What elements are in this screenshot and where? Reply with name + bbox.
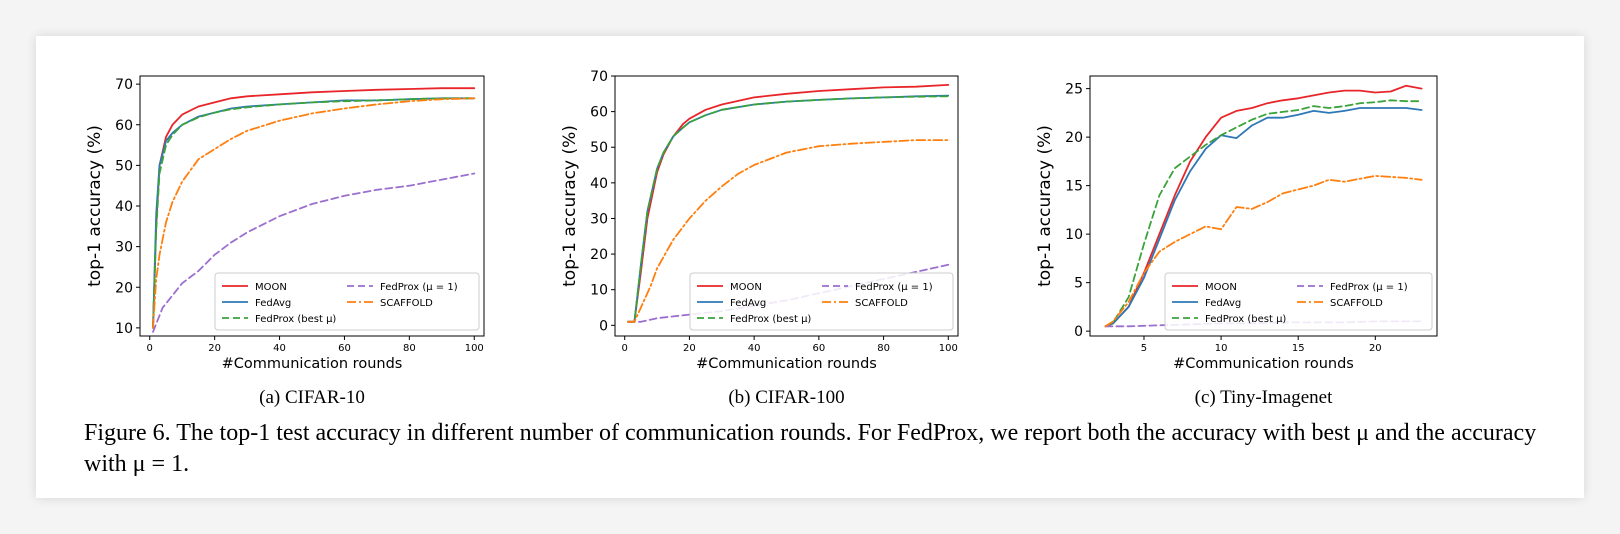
legend-label: FedAvg (730, 298, 766, 309)
legend-label: MOON (255, 282, 287, 293)
x-tick-label: 100 (939, 343, 958, 354)
y-tick-label: 40 (115, 199, 133, 215)
legend-label: MOON (1205, 282, 1237, 293)
subcaption: (a) CIFAR-10 (259, 387, 365, 408)
x-tick-label: 15 (1292, 343, 1305, 354)
series-line (152, 97, 476, 329)
x-tick-label: 20 (208, 343, 221, 354)
x-axis-label: #Communication rounds (696, 356, 877, 372)
y-tick-label: 10 (115, 321, 133, 337)
legend-box (689, 272, 954, 331)
x-tick-label: 60 (812, 343, 825, 354)
x-axis-label: #Communication rounds (222, 356, 403, 372)
y-axis-label: top-1 accuracy (%) (1035, 125, 1055, 287)
y-tick-label: 50 (590, 140, 608, 156)
legend-label: FedProx (best μ) (255, 314, 336, 325)
x-tick-label: 60 (338, 343, 351, 354)
y-tick-label: 40 (590, 176, 608, 192)
y-axis-label: top-1 accuracy (%) (560, 125, 580, 287)
y-tick-label: 20 (590, 247, 608, 263)
legend-label: FedAvg (255, 298, 291, 309)
chart-panel-1: 0 20 40 60 80 100 10 20 30 40 50 60 70 #Communication… (85, 75, 485, 408)
x-tick-label: 80 (877, 343, 890, 354)
series-line (1104, 174, 1423, 328)
y-tick-label: 70 (590, 69, 608, 85)
series-line (1104, 107, 1423, 328)
plot-frame (1089, 75, 1438, 337)
legend-label: FedProx (μ = 1) (855, 282, 933, 293)
legend-label: SCAFFOLD (855, 298, 908, 309)
x-tick-label: 40 (273, 343, 286, 354)
x-tick-label: 0 (622, 343, 628, 354)
y-tick-label: 70 (115, 77, 133, 93)
y-tick-label: 20 (115, 280, 133, 296)
subcaption: (c) Tiny-Imagenet (1195, 387, 1333, 408)
x-tick-label: 10 (1215, 343, 1228, 354)
y-tick-label: 10 (1065, 227, 1083, 243)
plot-frame (614, 75, 959, 337)
series-line (152, 172, 476, 333)
x-tick-label: 20 (1369, 343, 1382, 354)
y-tick-label: 10 (590, 283, 608, 299)
legend-label: SCAFFOLD (380, 298, 433, 309)
series-line (627, 95, 950, 323)
chart-legend: MOON FedAvg FedProx (best μ) FedProx (μ = 1… (1164, 272, 1433, 331)
y-tick-label: 60 (590, 105, 608, 121)
chart-panel-2: 0 20 40 60 80 100 0 10 20 30 40 50 60 70 #Communicatio… (560, 69, 959, 408)
x-tick-label: 5 (1141, 343, 1147, 354)
y-tick-label: 30 (590, 211, 608, 227)
legend-label: FedProx (best μ) (1205, 314, 1286, 325)
legend-label: SCAFFOLD (1330, 298, 1383, 309)
chart-legend: MOON FedAvg FedProx (best μ) FedProx (μ = 1… (689, 272, 954, 331)
x-tick-label: 40 (748, 343, 761, 354)
legend-label: FedAvg (1205, 298, 1241, 309)
chart-legend: MOON FedAvg FedProx (best μ) FedProx (μ = 1… (214, 272, 480, 331)
legend-label: FedProx (μ = 1) (380, 282, 458, 293)
figure-caption: Figure 6. The top-1 test accuracy in dif… (84, 420, 1537, 477)
series-line (1104, 99, 1423, 328)
y-axis-label: top-1 accuracy (%) (85, 125, 105, 287)
legend-label: FedProx (μ = 1) (1330, 282, 1408, 293)
legend-label: FedProx (best μ) (730, 314, 811, 325)
y-tick-label: 0 (599, 318, 608, 334)
y-tick-label: 60 (115, 118, 133, 134)
y-tick-label: 30 (115, 240, 133, 256)
series-line (627, 139, 950, 323)
chart-panel-3: 5 10 15 20 0 5 10 15 20 25 #Communication rounds to… (1035, 75, 1438, 408)
y-tick-label: 0 (1074, 324, 1083, 340)
y-tick-label: 25 (1065, 82, 1083, 98)
x-tick-label: 80 (403, 343, 416, 354)
x-tick-label: 20 (683, 343, 696, 354)
subcaption: (b) CIFAR-100 (728, 387, 844, 408)
x-tick-label: 100 (465, 343, 484, 354)
series-line (1104, 84, 1423, 328)
y-tick-label: 20 (1065, 130, 1083, 146)
y-tick-label: 15 (1065, 179, 1083, 195)
y-tick-label: 50 (115, 158, 133, 174)
legend-label: MOON (730, 282, 762, 293)
x-axis-label: #Communication rounds (1173, 356, 1354, 372)
y-tick-label: 5 (1074, 276, 1083, 292)
series-line (152, 97, 476, 329)
x-tick-label: 0 (147, 343, 153, 354)
